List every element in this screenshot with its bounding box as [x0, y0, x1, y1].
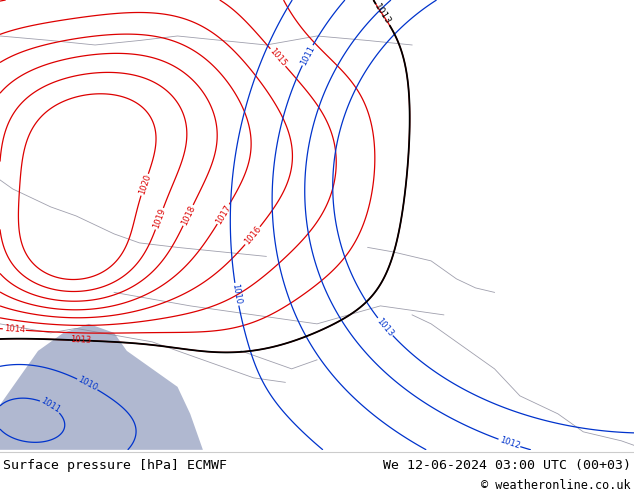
Text: 1013: 1013 [375, 316, 396, 338]
Text: 1018: 1018 [179, 204, 197, 227]
Text: 1013: 1013 [70, 336, 92, 345]
Text: 1019: 1019 [152, 207, 167, 230]
Text: 1016: 1016 [242, 225, 263, 246]
Text: 1011: 1011 [299, 44, 316, 67]
Text: 1011: 1011 [39, 396, 61, 415]
Text: 1013: 1013 [373, 2, 393, 27]
Text: 1012: 1012 [498, 436, 521, 451]
Text: 1014: 1014 [4, 324, 25, 335]
Text: 1017: 1017 [214, 203, 233, 225]
Text: We 12-06-2024 03:00 UTC (00+03): We 12-06-2024 03:00 UTC (00+03) [383, 459, 631, 471]
Text: 1010: 1010 [231, 283, 243, 305]
Text: Surface pressure [hPa] ECMWF: Surface pressure [hPa] ECMWF [3, 459, 227, 471]
Text: 1015: 1015 [268, 47, 288, 69]
Text: © weatheronline.co.uk: © weatheronline.co.uk [481, 479, 631, 490]
Text: 1020: 1020 [137, 173, 152, 196]
Text: 1010: 1010 [76, 375, 99, 393]
Polygon shape [0, 324, 203, 450]
